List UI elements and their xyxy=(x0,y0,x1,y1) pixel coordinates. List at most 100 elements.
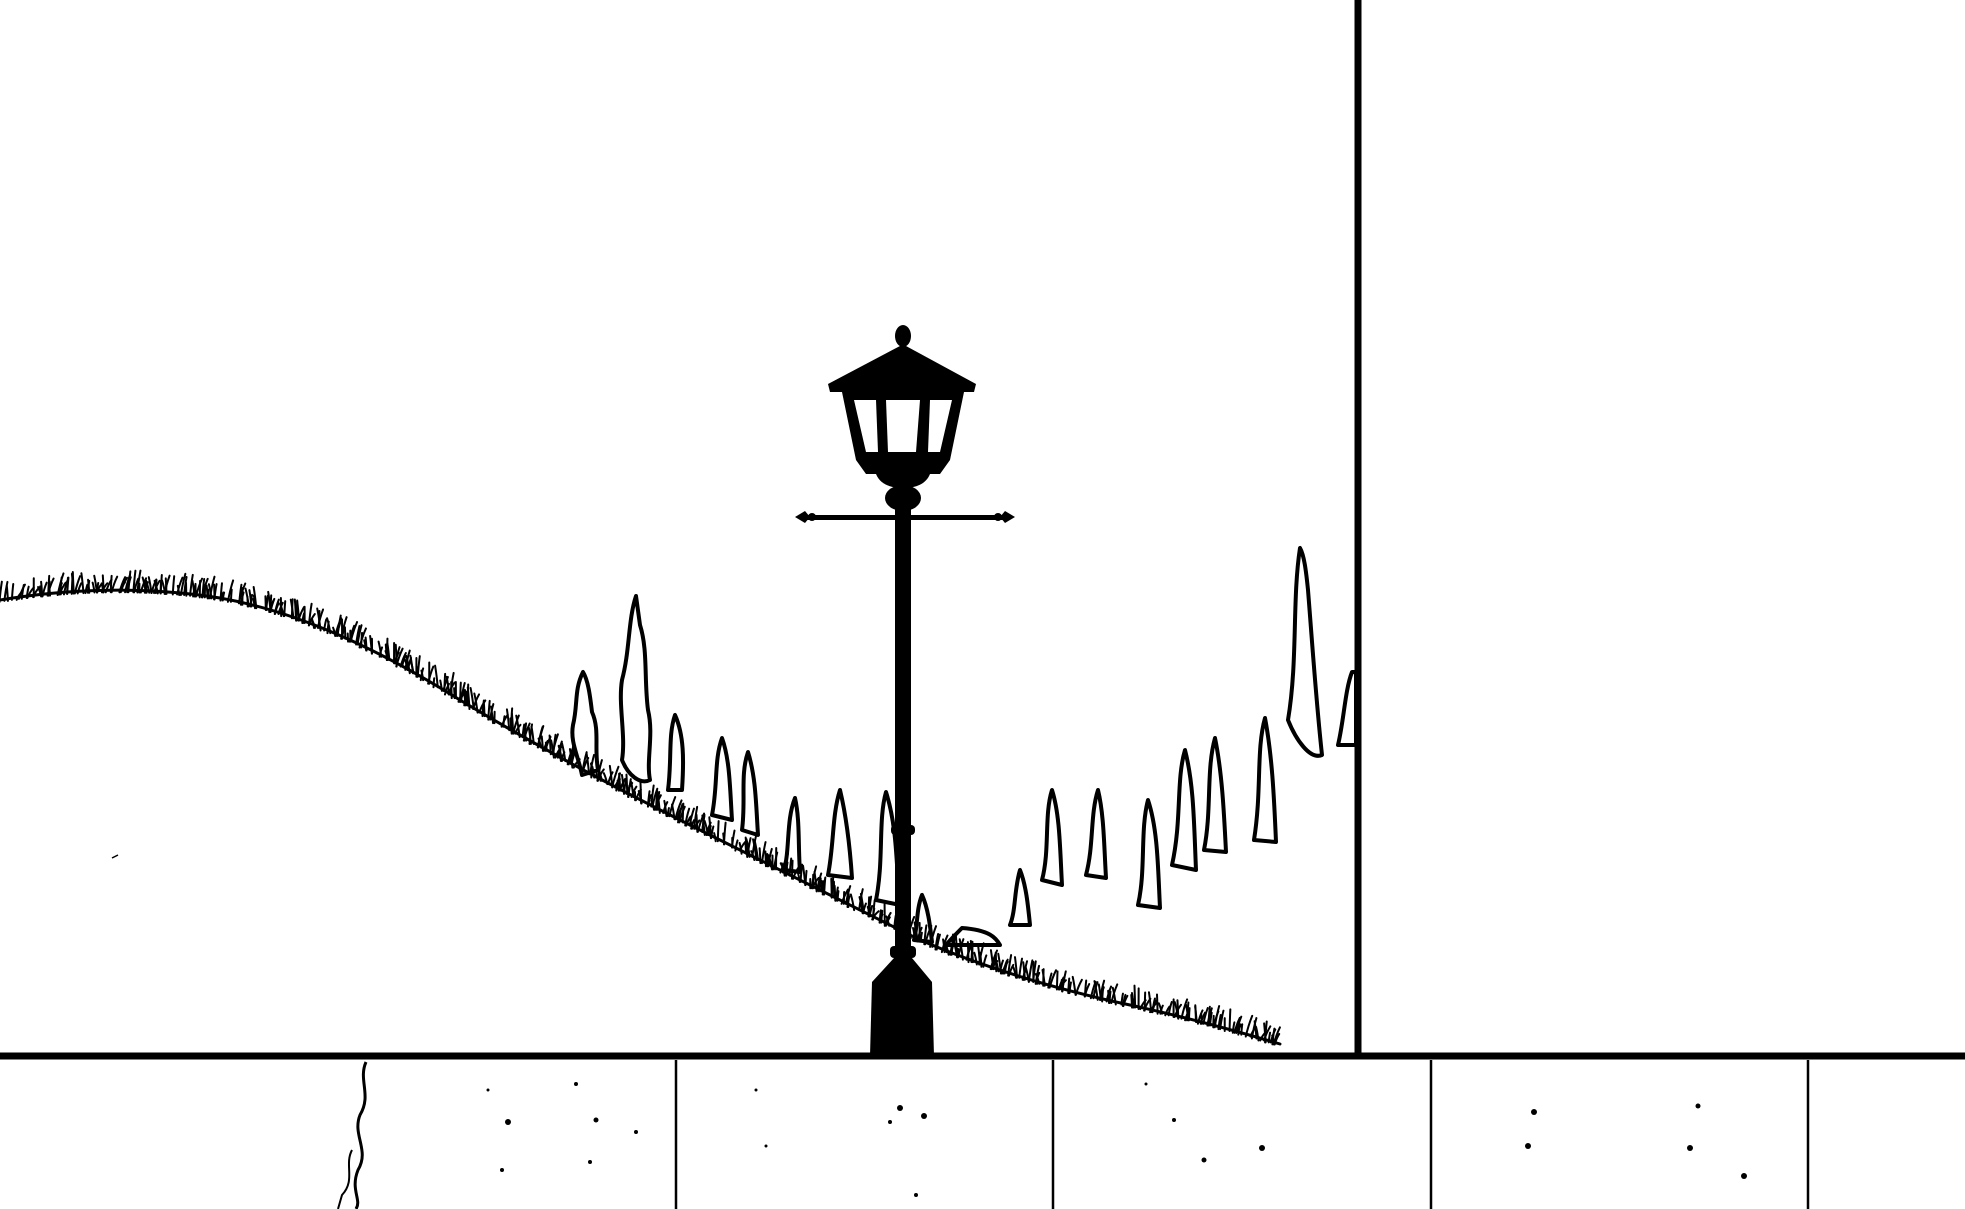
grass-blade xyxy=(310,618,317,629)
grass-blade xyxy=(144,579,151,594)
grass-blade xyxy=(481,699,485,718)
grass-blade xyxy=(994,957,1000,973)
grass-blade xyxy=(434,664,439,689)
grass-blade xyxy=(544,741,548,752)
grass-blade xyxy=(84,583,89,595)
grass-blade xyxy=(916,926,923,943)
grass-blade xyxy=(1267,1031,1272,1044)
grass-blade xyxy=(229,588,233,603)
grass-blade xyxy=(989,949,995,971)
lantern-neck xyxy=(876,474,930,488)
grass-blade xyxy=(780,862,786,877)
grass-blade xyxy=(505,708,511,732)
grass-blade xyxy=(788,857,793,877)
grass-blade xyxy=(550,739,555,759)
grass-blade xyxy=(647,794,653,808)
grass-blade xyxy=(515,714,521,739)
grass-blade xyxy=(127,570,132,594)
grass-blade xyxy=(384,650,389,661)
grass-blade xyxy=(1237,1023,1242,1036)
grass-blade xyxy=(678,805,686,824)
grass-blade xyxy=(76,582,83,595)
grass-blade xyxy=(432,677,436,689)
grass-blade xyxy=(1167,1001,1173,1017)
grass-blade xyxy=(355,625,361,646)
grass-blade xyxy=(87,578,91,594)
grass-blade xyxy=(630,781,635,799)
grass-blade xyxy=(716,820,720,843)
grass-blade xyxy=(360,631,364,649)
grass-blade xyxy=(502,715,506,728)
grass-blade xyxy=(1213,1005,1221,1029)
grass-blade xyxy=(637,790,643,805)
grass-blade xyxy=(935,933,941,951)
grass-blade xyxy=(1228,1008,1232,1032)
cypress-tree xyxy=(1136,798,1162,910)
grass-blade xyxy=(176,584,181,597)
grass-blade xyxy=(815,872,823,893)
grass-blade xyxy=(701,814,706,836)
grass-blade xyxy=(1233,1016,1241,1034)
grass-blade xyxy=(596,768,605,782)
grass-blade xyxy=(1217,1014,1222,1031)
grass-blade xyxy=(1200,1012,1203,1025)
grass-blade xyxy=(301,612,305,624)
grass-blade xyxy=(982,954,988,968)
grass-blade xyxy=(124,574,131,594)
grass-blade xyxy=(405,654,411,675)
lantern-pane xyxy=(854,400,878,452)
lamp-knob xyxy=(885,485,921,511)
grass-blade xyxy=(1007,954,1013,977)
grass-blade xyxy=(419,667,425,682)
grass-blade xyxy=(386,642,391,661)
grass-blade xyxy=(251,598,257,610)
grass-blade xyxy=(878,913,884,924)
grass-blade xyxy=(91,581,96,594)
grass-blade xyxy=(867,896,871,918)
grass-blade xyxy=(767,854,773,871)
grass-blade xyxy=(110,575,119,594)
grass-blade xyxy=(615,772,622,792)
grass-blade xyxy=(1187,1007,1191,1022)
grass-blade xyxy=(722,832,726,846)
grass-blade xyxy=(688,816,694,830)
grass-blade xyxy=(958,938,964,961)
grass-blade xyxy=(3,580,9,602)
grass-blade xyxy=(858,896,864,915)
grass-blade xyxy=(100,582,105,594)
grass-blade xyxy=(219,591,225,602)
grass-blade xyxy=(997,952,1002,975)
grassy-hill xyxy=(0,569,1282,1046)
grass-blade xyxy=(760,841,767,865)
grass-blade xyxy=(919,931,923,943)
grass-blade xyxy=(1219,1009,1225,1031)
grass-blade xyxy=(332,626,337,637)
grass-blade xyxy=(536,726,544,749)
grass-blade xyxy=(316,608,325,629)
grass-blade xyxy=(713,832,717,843)
grass-blade xyxy=(1048,969,1058,989)
cypress-tree xyxy=(710,736,734,822)
grass-blade xyxy=(758,847,762,865)
grass-blade xyxy=(945,944,950,956)
grass-blade xyxy=(954,934,959,959)
grass-blade xyxy=(764,850,767,868)
cypress-tree xyxy=(666,713,686,792)
grass-blade xyxy=(530,725,535,746)
grass-blade xyxy=(37,586,43,598)
grass-blade xyxy=(1047,972,1053,989)
grass-blade xyxy=(143,581,149,594)
cypress-tree xyxy=(1008,868,1032,927)
grass-blade xyxy=(1018,957,1024,979)
grass-blade xyxy=(554,745,563,759)
grass-blade xyxy=(622,779,627,795)
grass-blade xyxy=(602,772,609,786)
grass-blade xyxy=(950,933,955,956)
cypress-trees xyxy=(570,546,1358,947)
grass-blade xyxy=(595,761,600,779)
grass-blade xyxy=(132,569,137,594)
grass-blade xyxy=(427,665,435,685)
grass-blade xyxy=(159,574,163,595)
grass-blade xyxy=(746,837,752,858)
grass-blade xyxy=(1032,960,1037,983)
